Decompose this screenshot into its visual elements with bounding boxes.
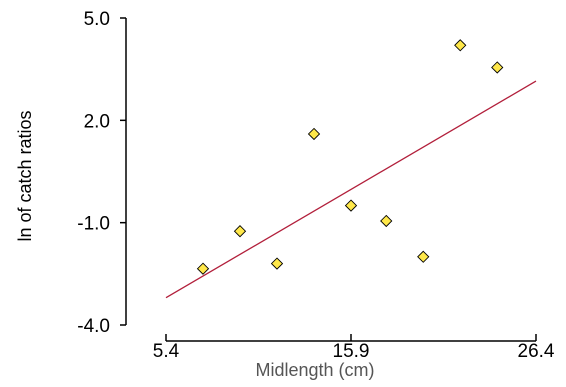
data-point [196,262,210,275]
data-point [417,250,430,263]
data-point [270,257,284,270]
y-tick-label: 2.0 [84,111,110,132]
trend-line [165,80,537,299]
x-tick-label: 5.4 [153,341,180,362]
data-point [344,199,358,212]
data-point [491,61,504,74]
y-tick-label: 5.0 [84,9,110,30]
y-tick-label: -4.0 [77,316,110,337]
data-points [196,39,504,275]
y-tick-label: -1.0 [77,214,110,235]
x-axis-ticks: 5.4 15.9 26.4 [153,334,555,362]
y-axis-ticks: 5.0 2.0 -1.0 -4.0 [77,9,126,337]
data-point [233,225,247,238]
x-axis-title: Midlength (cm) [255,360,374,380]
x-tick-label: 26.4 [518,341,555,362]
x-tick-label: 15.9 [333,341,370,362]
data-point [454,39,467,52]
data-point [307,127,321,141]
y-axis-title: ln of catch ratios [15,110,35,241]
data-point [380,214,393,228]
